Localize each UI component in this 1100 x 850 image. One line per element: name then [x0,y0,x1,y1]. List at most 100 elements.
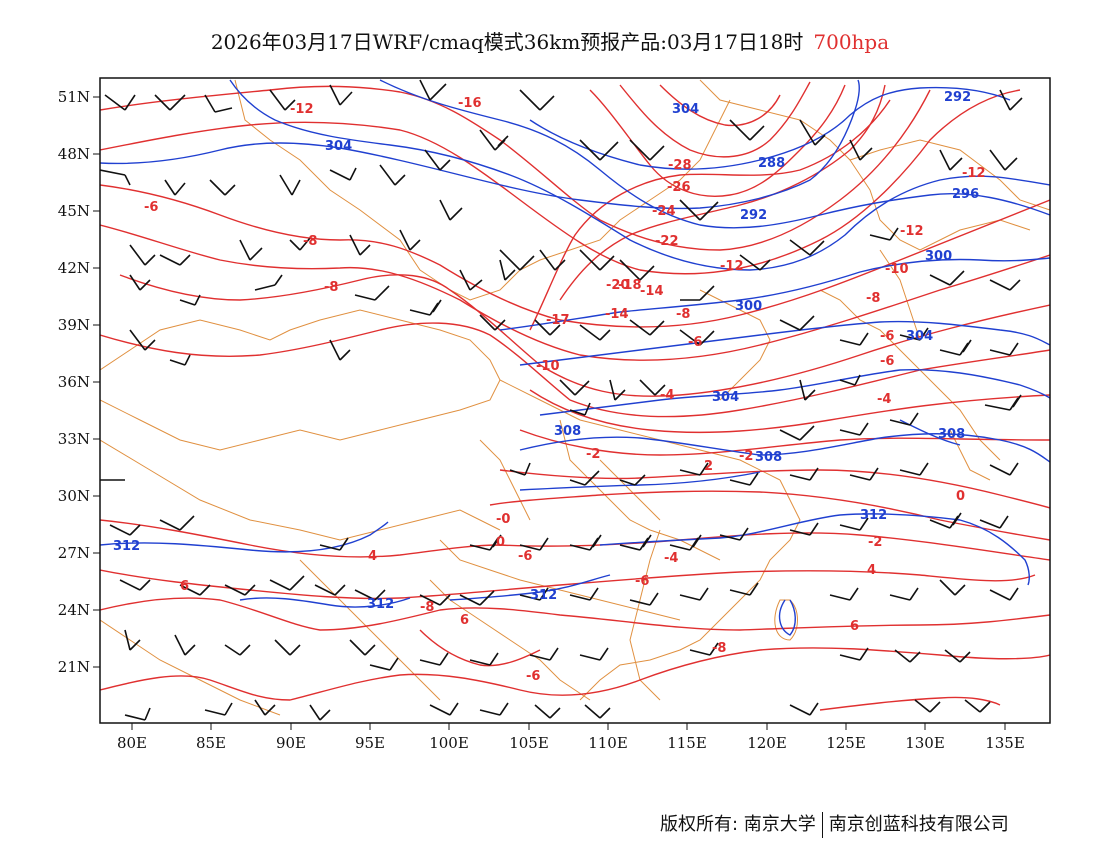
temp-label: -22 [655,234,679,249]
temp-label: 6 [180,579,189,594]
temp-label: -8 [324,280,338,295]
temp-label: -6 [880,329,894,344]
copyright-credit: 版权所有: 南京大学 南京创蓝科技有限公司 [660,810,1009,838]
lon-label: 135E [985,734,1025,752]
lat-label: 48N [58,145,90,163]
temp-label: -24 [652,204,676,219]
height-label: 308 [755,450,782,465]
lat-label: 27N [58,544,90,562]
temp-label: -14 [640,284,664,299]
title-main: 2026年03月17日WRF/cmaq模式36km预报产品:03月17日18时 [210,30,804,54]
lat-label: 30N [58,487,90,505]
lat-label: 36N [58,373,90,391]
credit-separator [821,812,823,838]
lon-label: 110E [588,734,628,752]
credit-owner: 版权所有: 南京大学 [660,814,816,835]
height-label: 304 [325,139,352,154]
lat-label: 21N [58,658,90,676]
lon-label: 130E [905,734,945,752]
temp-label: -8 [303,234,317,249]
title-level: 700hpa [813,30,890,54]
height-label: 304 [906,329,933,344]
height-label: 312 [367,597,394,612]
temp-label: -0 [496,512,510,527]
lon-label: 90E [276,734,306,752]
temp-label: -6 [635,574,649,589]
map-frame [99,77,1051,724]
lat-label: 39N [58,316,90,334]
temp-label: -10 [536,359,560,374]
lon-label: 105E [509,734,549,752]
temp-label: -12 [290,102,314,117]
temp-label: 4 [867,563,876,578]
height-label: 308 [554,424,581,439]
lon-label: 85E [196,734,226,752]
temp-label: -2 [739,449,753,464]
temp-label: 4 [368,549,377,564]
temp-label: 6 [850,619,859,634]
temp-label: -26 [667,180,691,195]
temp-label: -2 [868,535,882,550]
lat-label: 24N [58,601,90,619]
temp-label: -17 [546,313,570,328]
temp-label: -18 [618,278,642,293]
height-label: 300 [925,249,952,264]
lon-label: 95E [355,734,385,752]
temp-label: -12 [962,166,986,181]
height-label: 312 [530,588,557,603]
lon-labels: 80E 85E 90E 95E 100E 105E 110E 115E 120E… [117,734,1025,752]
height-label: 292 [944,90,971,105]
wind-barbs [100,79,1023,721]
temp-label: -6 [526,669,540,684]
lat-label: 45N [58,202,90,220]
height-contours [100,79,1050,636]
lat-ticks [93,96,100,668]
temp-label: -4 [877,392,891,407]
lat-label: 33N [58,430,90,448]
height-label: 304 [712,390,739,405]
temp-label: -16 [458,96,482,111]
lat-label: 42N [58,259,90,277]
temp-label: -8 [712,641,726,656]
chart-title: 2026年03月17日WRF/cmaq模式36km预报产品:03月17日18时 7… [0,26,1100,55]
temp-label: 2 [704,459,713,474]
temp-label: -4 [660,388,674,403]
height-label: 292 [740,208,767,223]
height-label: 308 [938,427,965,442]
temp-label: -6 [518,549,532,564]
province-borders [100,79,1050,716]
lon-label: 120E [747,734,787,752]
credit-company: 南京创蓝科技有限公司 [828,814,1009,835]
temp-label: -14 [605,307,629,322]
temp-label: -4 [664,551,678,566]
temp-label: -8 [676,307,690,322]
height-label: 288 [758,156,785,171]
temp-label: -6 [688,335,702,350]
temp-label: 0 [956,489,965,504]
temp-label: -20 [606,278,630,293]
temp-label: -8 [420,600,434,615]
height-label: 304 [672,102,699,117]
height-label: 300 [735,299,762,314]
temp-label: 0 [496,535,505,550]
lon-label: 100E [429,734,469,752]
height-label: 296 [952,187,979,202]
temp-label: -8 [866,291,880,306]
lon-ticks [131,723,1006,730]
temp-label: -28 [668,158,692,173]
temp-label: -6 [880,354,894,369]
temp-label: -10 [885,262,909,277]
temp-label: -12 [900,224,924,239]
lon-label: 125E [826,734,866,752]
lat-labels: 51N 48N 45N 42N 39N 36N 33N 30N 27N 24N … [58,88,90,676]
height-label: 312 [113,539,140,554]
lon-label: 80E [117,734,147,752]
temp-label: -2 [586,447,600,462]
lon-label: 115E [667,734,707,752]
temperature-contours [100,81,1050,711]
lat-label: 51N [58,88,90,106]
temp-label: 6 [460,613,469,628]
height-label: 312 [860,508,887,523]
temperature-labels: -12 -16 -6 -8 -8 -28 -26 -24 -22 -20 -14… [144,96,986,684]
